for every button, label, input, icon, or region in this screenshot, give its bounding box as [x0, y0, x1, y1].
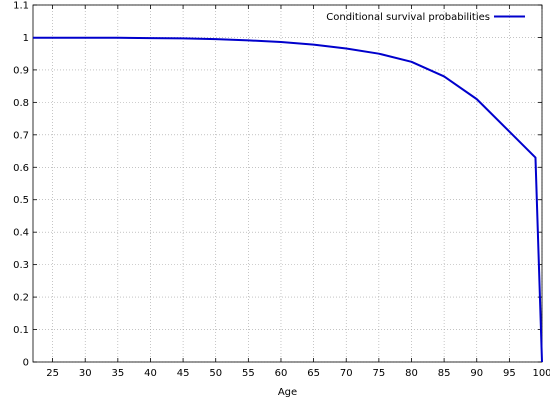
- y-tick-label-0.7: 0.7: [13, 130, 29, 141]
- series-line-0: [33, 36, 543, 363]
- plot-frame: [32, 4, 543, 363]
- x-tick-label-55: 55: [242, 368, 255, 379]
- x-tick-label-50: 50: [209, 368, 222, 379]
- y-tick-label-0.3: 0.3: [13, 260, 29, 271]
- y-tick-label-0.9: 0.9: [13, 65, 29, 76]
- x-tick-label-45: 45: [177, 368, 190, 379]
- x-tick-label-100: 100: [532, 368, 550, 379]
- x-tick-label-95: 95: [503, 368, 516, 379]
- y-tick-label-0.4: 0.4: [13, 228, 29, 239]
- x-tick-label-75: 75: [372, 368, 385, 379]
- y-tick-label-0.1: 0.1: [13, 325, 29, 336]
- x-tick-label-30: 30: [79, 368, 92, 379]
- x-tick-label-80: 80: [405, 368, 418, 379]
- y-tick-label-0.6: 0.6: [13, 163, 29, 174]
- x-tick-label-85: 85: [438, 368, 451, 379]
- y-tick-label-1: 1: [23, 33, 29, 44]
- x-tick-label-65: 65: [307, 368, 320, 379]
- y-tick-label-0.8: 0.8: [13, 98, 29, 109]
- x-tick-label-70: 70: [340, 368, 353, 379]
- x-tick-label-90: 90: [470, 368, 483, 379]
- y-tick-label-0.2: 0.2: [13, 293, 29, 304]
- y-tick-label-0: 0: [23, 358, 29, 369]
- ticks-layer: 25 30 35 40 45 50 55 60 65 70 75 80 85 90 95 100 0 0.1 0.2…: [13, 1, 550, 380]
- y-tick-label-0.5: 0.5: [13, 195, 29, 206]
- legend-label: Conditional survival probabilities: [326, 12, 490, 23]
- x-tick-label-25: 25: [46, 368, 59, 379]
- grid-layer: [33, 4, 543, 363]
- x-tick-label-60: 60: [275, 368, 288, 379]
- x-axis-label: Age: [278, 387, 297, 398]
- legend: Conditional survival probabilities: [326, 12, 525, 23]
- y-tick-label-1.1: 1.1: [13, 1, 29, 12]
- x-tick-label-40: 40: [144, 368, 157, 379]
- x-tick-label-35: 35: [111, 368, 124, 379]
- series-layer: [33, 36, 543, 363]
